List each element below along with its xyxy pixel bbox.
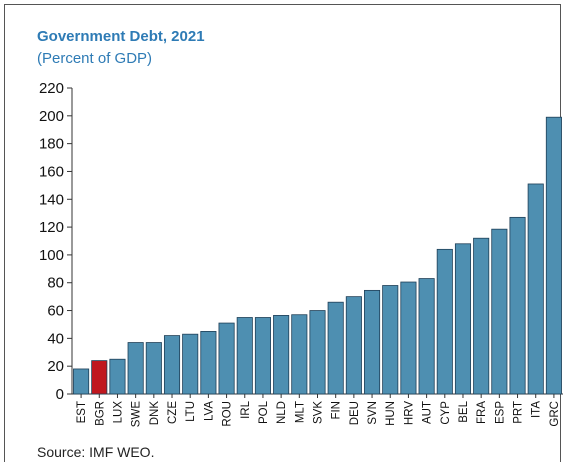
bar-esp	[491, 228, 508, 395]
y-tick-label: 100	[39, 247, 64, 264]
chart-subtitle: (Percent of GDP)	[37, 50, 153, 67]
x-tick-label-bgr: BGR	[94, 401, 106, 426]
x-tick-label-pol: POL	[258, 400, 270, 424]
bar-irl	[236, 317, 253, 395]
bar-rou	[218, 322, 235, 395]
bar-bgr	[91, 360, 108, 395]
x-tick-label-cze: CZE	[167, 401, 179, 424]
x-tick-label-ita: ITA	[531, 401, 543, 418]
x-tick-label-swe: SWE	[131, 401, 143, 428]
x-tick-label-hun: HUN	[385, 401, 397, 426]
y-tick-label: 180	[39, 136, 64, 153]
x-tick-label-grc: GRC	[549, 401, 561, 427]
y-tick-label: 140	[39, 191, 64, 208]
x-tick-label-ltu: LTU	[185, 401, 197, 422]
bar-hrv	[400, 281, 417, 395]
bar-dnk	[145, 342, 162, 395]
x-tick-label-prt: PRT	[513, 401, 525, 424]
bar-nld	[273, 315, 290, 395]
y-tick-label: 120	[39, 219, 64, 236]
y-tick-label: 80	[47, 275, 64, 292]
y-tick-label: 160	[39, 163, 64, 180]
bar-cyp	[436, 248, 453, 395]
bar-svn	[364, 289, 381, 395]
bar-prt	[509, 216, 526, 395]
bar-ita	[527, 183, 544, 395]
bar-fin	[327, 301, 344, 395]
bar-hun	[382, 285, 399, 395]
bar-bel	[454, 243, 472, 395]
bar-lux	[109, 358, 126, 395]
y-tick-label: 20	[47, 358, 64, 375]
x-tick-label-nld: NLD	[276, 401, 288, 424]
x-tick-label-mlt: MLT	[294, 401, 306, 423]
x-tick-label-esp: ESP	[494, 401, 506, 424]
bar-pol	[254, 317, 271, 395]
x-tick-label-rou: ROU	[222, 401, 234, 427]
bar-swe	[127, 342, 144, 395]
x-tick-label-deu: DEU	[349, 401, 361, 425]
x-tick-label-irl: IRL	[240, 400, 252, 419]
y-tick-label: 200	[39, 108, 64, 125]
x-tick-label-fra: FRA	[476, 401, 488, 424]
bar-est	[73, 368, 90, 395]
y-tick-label: 60	[47, 303, 64, 320]
x-tick-label-fin: FIN	[331, 401, 343, 420]
x-tick-label-est: EST	[76, 401, 88, 423]
bar-ltu	[182, 333, 199, 395]
bar-deu	[345, 296, 362, 395]
y-tick-label: 0	[56, 386, 64, 403]
bar-aut	[418, 278, 435, 395]
x-tick-label-svk: SVK	[313, 401, 325, 424]
y-tick-label: 220	[39, 80, 64, 97]
x-tick-label-bel: BEL	[458, 400, 470, 422]
x-tick-label-lva: LVA	[203, 401, 215, 421]
x-tick-label-lux: LUX	[112, 401, 124, 424]
x-tick-label-svn: SVN	[367, 401, 379, 425]
bar-svk	[309, 310, 326, 395]
x-tick-label-cyp: CYP	[440, 401, 452, 425]
x-tick-label-aut: AUT	[422, 401, 434, 424]
bar-cze	[163, 335, 181, 395]
chart-title: Government Debt, 2021	[37, 28, 205, 45]
chart-source: Source: IMF WEO.	[37, 444, 155, 460]
x-tick-label-dnk: DNK	[149, 401, 161, 426]
x-tick-label-hrv: HRV	[403, 401, 415, 425]
bar-fra	[473, 237, 490, 395]
bar-lva	[200, 331, 217, 395]
bar-mlt	[291, 314, 308, 395]
y-tick-label: 40	[47, 330, 64, 347]
bar-grc	[545, 116, 562, 395]
